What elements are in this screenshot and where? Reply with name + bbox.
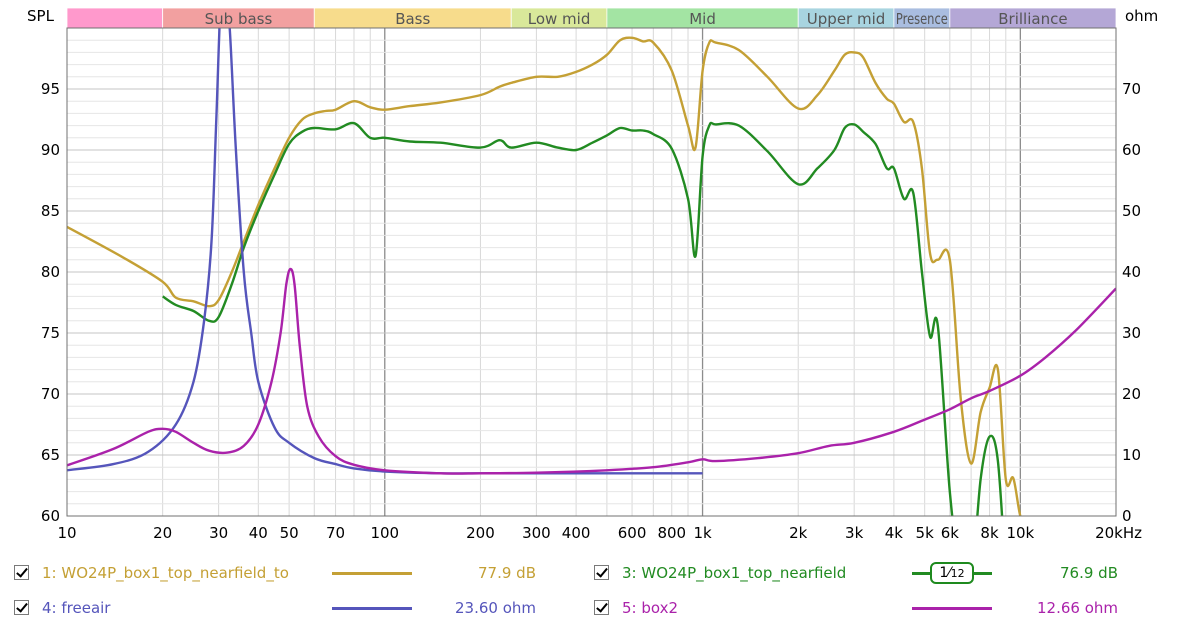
x-tick-50: 50 [280,524,299,542]
x-tick-5k: 5k [916,524,935,542]
band-label-3: Low mid [528,10,591,28]
x-tick-3k: 3k [845,524,864,542]
x-tick-20: 20 [153,524,172,542]
right-tick-40: 40 [1122,263,1141,281]
band-label-2: Bass [395,10,430,28]
right-tick-30: 30 [1122,324,1141,342]
x-tick-100: 100 [370,524,399,542]
left-tick-85: 85 [41,202,60,220]
band-label-5: Upper mid [807,10,886,28]
series-3-value: 76.9 dB [1060,564,1118,582]
right-tick-50: 50 [1122,202,1141,220]
x-tick-8k: 8k [980,524,999,542]
right-tick-70: 70 [1122,80,1141,98]
legend: 1: WO24P_box1_top_nearfield_to 77.9 dB 3… [0,555,1181,630]
band-label-4: Mid [689,10,716,28]
x-tick-300: 300 [522,524,551,542]
series-1-checkbox[interactable] [14,565,29,580]
smoothing-badge[interactable]: 1⁄12 [930,562,974,584]
chart-series [67,28,1116,516]
left-tick-95: 95 [41,80,60,98]
right-tick-0: 0 [1122,507,1132,525]
left-tick-75: 75 [41,324,60,342]
band-label-1: Sub bass [205,10,273,28]
x-tick-10k: 10k [1006,524,1034,542]
series-4-label[interactable]: 4: freeair [42,599,111,617]
left-tick-60: 60 [41,507,60,525]
right-tick-20: 20 [1122,385,1141,403]
left-tick-80: 80 [41,263,60,281]
right-tick-10: 10 [1122,446,1141,464]
series-1-line-swatch [332,572,412,575]
band-label-6: Presence [896,10,948,28]
chart-axes: 60 65 70 75 80 85 90 95 0 10 20 30 40 50 60 70 10 20 30 40 5… [41,80,1142,542]
left-tick-65: 65 [41,446,60,464]
series-5-label[interactable]: 5: box2 [622,599,679,617]
band-0 [66,7,164,29]
series-4-value: 23.60 ohm [454,599,536,617]
series-line-4 [67,267,1116,475]
series-5-value: 12.66 ohm [1036,599,1118,617]
series-1-value: 77.9 dB [478,564,536,582]
x-tick-2k: 2k [789,524,808,542]
x-tick-6k: 6k [941,524,960,542]
chart-grid [67,28,1116,516]
x-tick-20kHz: 20kHz [1095,524,1142,542]
series-5-line-swatch [912,607,992,610]
series-3-checkbox[interactable] [594,565,609,580]
series-line-1 [67,36,1022,516]
right-tick-60: 60 [1122,141,1141,159]
series-4-checkbox[interactable] [14,600,29,615]
frequency-bands-strip: Sub bass Bass Low mid Mid Upper mid Presence B… [66,7,1117,29]
series-line-2 [162,121,1004,516]
x-tick-1k: 1k [693,524,712,542]
smoothing-numerator: 1 [939,565,949,581]
right-axis-label: ohm [1125,7,1158,25]
frequency-response-chart: Sub bass Bass Low mid Mid Upper mid Presence B… [27,7,1159,542]
x-tick-600: 600 [618,524,647,542]
left-tick-70: 70 [41,385,60,403]
smoothing-denominator: 12 [950,567,965,580]
series-3-label[interactable]: 3: WO24P_box1_top_nearfield [622,564,847,582]
x-tick-4k: 4k [885,524,904,542]
band-label-7: Brilliance [998,10,1067,28]
left-axis-label: SPL [27,7,55,25]
x-tick-200: 200 [466,524,495,542]
series-1-label[interactable]: 1: WO24P_box1_top_nearfield_to [42,564,289,582]
left-tick-90: 90 [41,141,60,159]
series-4-line-swatch [332,607,412,610]
x-tick-10: 10 [57,524,76,542]
x-tick-800: 800 [657,524,686,542]
x-tick-400: 400 [562,524,591,542]
x-tick-40: 40 [249,524,268,542]
x-tick-30: 30 [209,524,228,542]
series-5-checkbox[interactable] [594,600,609,615]
x-tick-70: 70 [326,524,345,542]
